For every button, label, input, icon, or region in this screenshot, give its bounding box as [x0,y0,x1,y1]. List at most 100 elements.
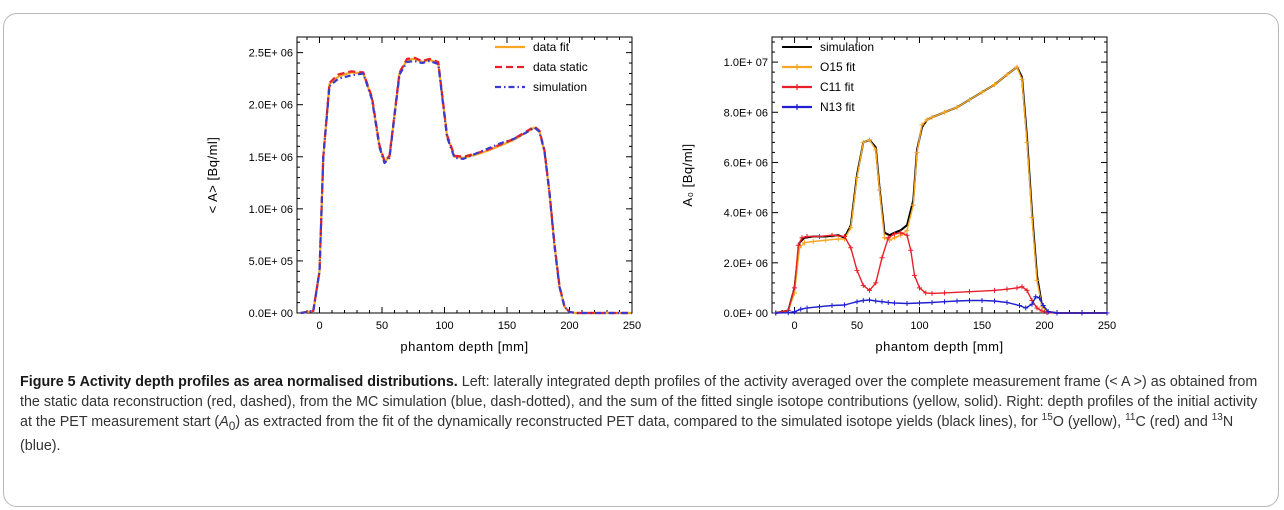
data-point [854,299,860,305]
y-tick-label: 5.0E+ 05 [249,256,293,268]
legend-label: O15 fit [820,60,856,74]
data-point [910,202,916,208]
data-point [1037,295,1042,301]
data-point [919,122,925,128]
data-point [885,299,891,305]
data-point [785,310,791,316]
data-point [1039,308,1045,314]
series-line-data-fit [300,57,632,315]
data-point [873,280,879,286]
series-line-n13-fit [775,296,1107,314]
data-point [924,117,930,123]
y-axis-title: < A> [Bq/ml] [205,137,220,214]
data-point [929,114,935,120]
x-tick-label: 50 [376,320,388,332]
data-point [798,306,804,312]
data-point [773,310,779,316]
legend-label: C11 fit [820,80,854,94]
data-point [817,233,822,239]
data-point [877,187,882,193]
data-point [1033,294,1039,300]
legend-marker [794,84,800,90]
data-point [879,299,885,305]
data-point [1014,64,1020,70]
data-point [873,147,879,153]
data-point [854,175,860,181]
data-point [860,282,866,288]
data-point [879,255,885,261]
data-point [860,297,866,303]
caption-body-1: Left: laterally integrated depth profile… [20,374,1258,430]
x-tick-label: 250 [1098,320,1116,332]
x-tick-label: 100 [435,320,453,332]
data-point [810,238,816,244]
y-tick-label: 2.0E+ 06 [249,100,293,112]
caption-title: Activity depth profiles as area normalis… [79,374,458,390]
data-point [942,299,947,305]
data-point [1004,286,1010,292]
y-tick-label: 1.0E+ 06 [249,204,293,216]
data-point [1019,284,1025,290]
caption-figure-label: Figure 5 [20,374,76,390]
data-point [904,300,910,306]
data-point [892,231,897,237]
data-point [1024,139,1030,145]
data-point [1019,77,1025,83]
chart-right: 0 50 100 150 200 250 0.0E+ 00 2.0E+ 06 4.0E+ 06 6… [680,36,1116,354]
x-tick-label: 250 [623,320,641,332]
y-tick-label: 1.0E+ 07 [724,57,768,69]
x-tick-label: 0 [791,320,797,332]
y-tick-label: 6.0E+ 06 [724,157,768,169]
data-point [967,289,972,295]
y-tick-label: 0.0E+ 00 [249,308,293,320]
data-point [804,305,810,311]
x-tick-label: 150 [498,320,516,332]
data-point [967,97,972,103]
series-line-data-static [300,56,632,315]
caption-body-2: ) as extracted from the fit of the dynam… [235,414,1042,430]
data-point [1045,309,1051,315]
series-line-c11-fit [775,231,1107,314]
data-point [967,297,972,303]
data-point [904,227,910,233]
data-point [914,149,920,155]
data-point [792,309,797,315]
data-point [1004,72,1010,78]
data-point [1017,302,1022,308]
data-point [829,232,835,238]
caption-c11-mass: 11 [1125,412,1136,424]
data-point [860,139,866,145]
x-tick-label: 200 [1035,320,1053,332]
data-point [923,290,929,296]
data-point [917,300,922,306]
data-point [817,304,822,310]
x-tick-label: 200 [560,320,578,332]
caption-o15: O (yellow), [1052,414,1126,430]
data-point [1040,302,1046,308]
data-point [835,236,841,242]
data-point [867,297,872,303]
data-point [848,225,854,231]
legend-marker [794,104,800,110]
data-point [1029,215,1035,221]
data-point [992,287,997,293]
data-point [942,290,947,296]
data-point [979,297,985,303]
series-line-simulation [300,59,632,315]
figure-caption: Figure 5 Activity depth profiles as area… [20,372,1260,456]
data-point [792,285,797,291]
data-point [942,109,947,115]
x-axis-title: phantom depth [mm] [400,339,528,354]
caption-a0: A [219,414,229,430]
caption-a0-sub: 0 [228,418,236,433]
data-point [892,300,897,306]
data-point [1054,310,1060,316]
data-point [823,237,829,243]
data-point [904,232,910,238]
caption-o15-mass: 15 [1041,412,1053,424]
data-point [802,240,807,246]
data-point [908,247,914,253]
y-tick-label: 2.5E+ 06 [249,48,293,60]
legend-label: simulation [533,80,587,94]
figure-charts: 0 50 100 150 200 250 0.0E+ 00 5.0E+ 05 1.0E+ 06 1… [205,36,1116,354]
